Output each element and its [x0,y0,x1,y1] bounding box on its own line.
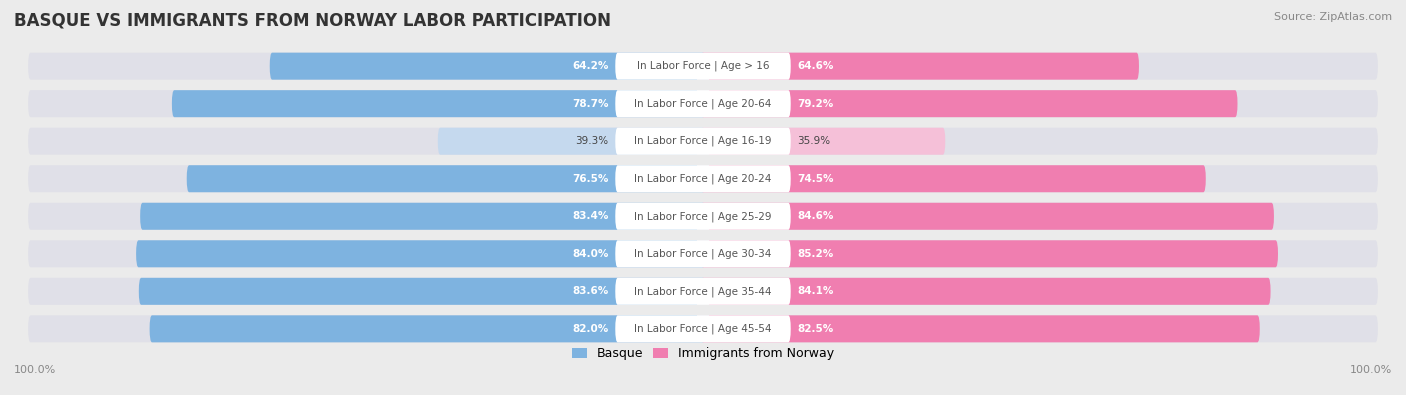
FancyBboxPatch shape [703,128,709,155]
Text: In Labor Force | Age 25-29: In Labor Force | Age 25-29 [634,211,772,222]
FancyBboxPatch shape [172,90,706,117]
Text: In Labor Force | Age 16-19: In Labor Force | Age 16-19 [634,136,772,147]
FancyBboxPatch shape [703,53,709,80]
Text: 78.7%: 78.7% [572,99,609,109]
Text: 83.6%: 83.6% [572,286,609,296]
FancyBboxPatch shape [700,203,1274,230]
FancyBboxPatch shape [28,240,1378,267]
FancyBboxPatch shape [697,90,703,117]
FancyBboxPatch shape [697,128,703,155]
Text: 82.0%: 82.0% [572,324,609,334]
FancyBboxPatch shape [28,278,1378,305]
FancyBboxPatch shape [28,90,1378,117]
Text: In Labor Force | Age 35-44: In Labor Force | Age 35-44 [634,286,772,297]
FancyBboxPatch shape [616,203,790,230]
FancyBboxPatch shape [700,165,1206,192]
FancyBboxPatch shape [28,53,1378,80]
Text: 64.2%: 64.2% [572,61,609,71]
FancyBboxPatch shape [697,203,703,230]
FancyBboxPatch shape [703,165,709,192]
FancyBboxPatch shape [136,240,706,267]
FancyBboxPatch shape [187,165,706,192]
FancyBboxPatch shape [28,203,1378,230]
FancyBboxPatch shape [616,90,790,117]
Text: In Labor Force | Age 20-24: In Labor Force | Age 20-24 [634,173,772,184]
Text: 85.2%: 85.2% [797,249,834,259]
FancyBboxPatch shape [700,128,945,155]
Legend: Basque, Immigrants from Norway: Basque, Immigrants from Norway [567,342,839,365]
FancyBboxPatch shape [700,240,1278,267]
Text: 82.5%: 82.5% [797,324,834,334]
FancyBboxPatch shape [700,315,1260,342]
Text: 39.3%: 39.3% [575,136,609,146]
Text: 84.6%: 84.6% [797,211,834,221]
FancyBboxPatch shape [703,315,709,342]
FancyBboxPatch shape [149,315,706,342]
FancyBboxPatch shape [28,165,1378,192]
FancyBboxPatch shape [437,128,706,155]
Text: 35.9%: 35.9% [797,136,831,146]
FancyBboxPatch shape [700,53,1139,80]
FancyBboxPatch shape [616,128,790,155]
Text: 74.5%: 74.5% [797,174,834,184]
FancyBboxPatch shape [697,240,703,267]
Text: BASQUE VS IMMIGRANTS FROM NORWAY LABOR PARTICIPATION: BASQUE VS IMMIGRANTS FROM NORWAY LABOR P… [14,12,612,30]
FancyBboxPatch shape [703,203,709,230]
Text: 84.1%: 84.1% [797,286,834,296]
FancyBboxPatch shape [270,53,706,80]
Text: In Labor Force | Age 20-64: In Labor Force | Age 20-64 [634,98,772,109]
Text: In Labor Force | Age 45-54: In Labor Force | Age 45-54 [634,324,772,334]
FancyBboxPatch shape [697,315,703,342]
FancyBboxPatch shape [28,128,1378,155]
FancyBboxPatch shape [703,278,709,305]
FancyBboxPatch shape [616,165,790,192]
Text: In Labor Force | Age 30-34: In Labor Force | Age 30-34 [634,248,772,259]
FancyBboxPatch shape [139,278,706,305]
FancyBboxPatch shape [700,90,1237,117]
FancyBboxPatch shape [697,53,703,80]
Text: 79.2%: 79.2% [797,99,834,109]
FancyBboxPatch shape [141,203,706,230]
FancyBboxPatch shape [616,53,790,80]
FancyBboxPatch shape [697,278,703,305]
Text: 76.5%: 76.5% [572,174,609,184]
Text: 83.4%: 83.4% [572,211,609,221]
Text: 100.0%: 100.0% [1350,365,1392,375]
Text: 64.6%: 64.6% [797,61,834,71]
Text: In Labor Force | Age > 16: In Labor Force | Age > 16 [637,61,769,71]
FancyBboxPatch shape [703,90,709,117]
FancyBboxPatch shape [616,278,790,305]
Text: 84.0%: 84.0% [572,249,609,259]
FancyBboxPatch shape [697,165,703,192]
Text: 100.0%: 100.0% [14,365,56,375]
Text: Source: ZipAtlas.com: Source: ZipAtlas.com [1274,12,1392,22]
FancyBboxPatch shape [28,315,1378,342]
FancyBboxPatch shape [616,315,790,342]
FancyBboxPatch shape [616,240,790,267]
FancyBboxPatch shape [700,278,1271,305]
FancyBboxPatch shape [703,240,709,267]
